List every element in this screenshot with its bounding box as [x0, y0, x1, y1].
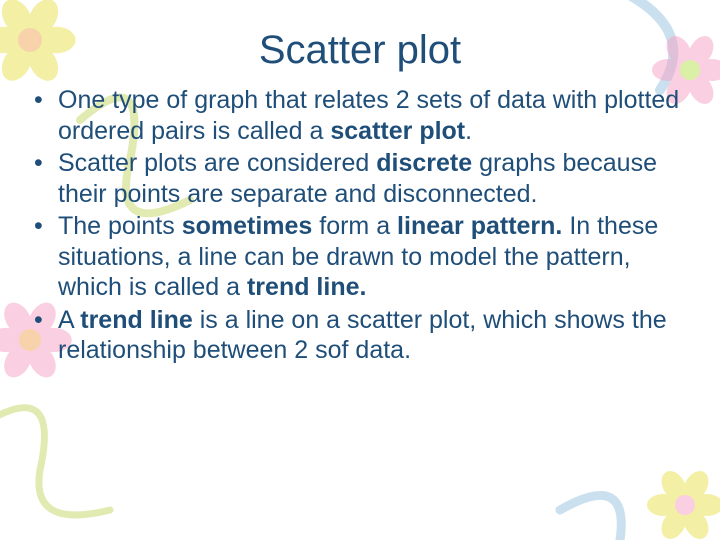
text-run: A	[58, 306, 80, 334]
text-run: Scatter plots are considered	[58, 149, 376, 177]
slide-content: Scatter plot One type of graph that rela…	[0, 0, 720, 398]
text-run: form a	[319, 212, 397, 240]
bullet-item: The points sometimes form a linear patte…	[30, 211, 690, 303]
slide-title: Scatter plot	[30, 28, 690, 73]
text-run: sometimes	[182, 212, 320, 240]
bullet-item: A trend line is a line on a scatter plot…	[30, 305, 690, 366]
text-run: trend line	[80, 306, 199, 334]
bullet-item: One type of graph that relates 2 sets of…	[30, 85, 690, 146]
text-run: discrete	[376, 149, 479, 177]
bullet-item: Scatter plots are considered discrete gr…	[30, 148, 690, 209]
flower-decor	[647, 467, 720, 540]
swirl-decor	[0, 408, 110, 515]
text-run: The points	[58, 212, 182, 240]
swirl-decor	[560, 495, 621, 540]
text-run: linear pattern.	[397, 212, 569, 240]
text-run: trend line.	[247, 273, 366, 301]
text-run: .	[465, 117, 472, 145]
bullet-list: One type of graph that relates 2 sets of…	[30, 85, 690, 366]
text-run: scatter plot	[330, 117, 465, 145]
